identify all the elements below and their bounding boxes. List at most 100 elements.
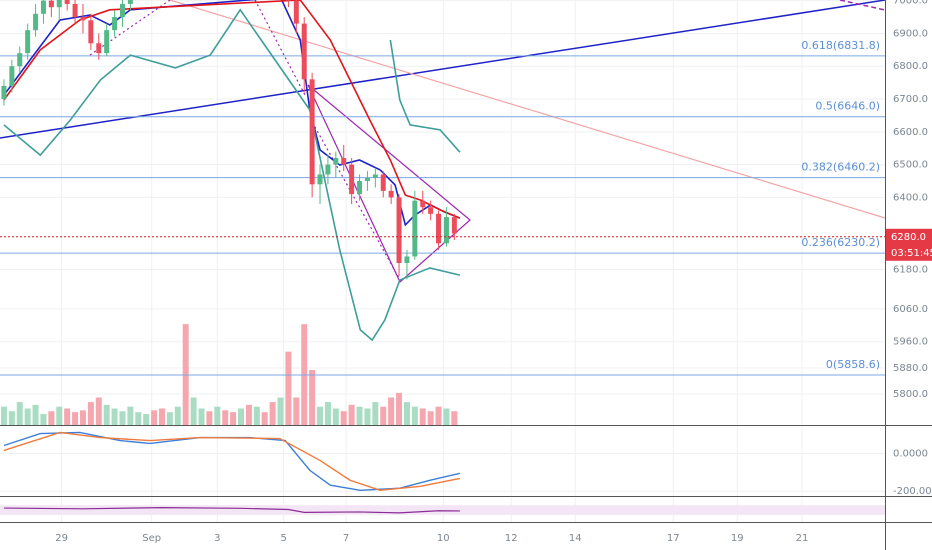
volume-bar: [174, 406, 181, 425]
candle-body: [104, 30, 110, 54]
candle-body: [325, 164, 331, 175]
volume-bar: [127, 406, 134, 425]
candle-body: [88, 20, 94, 44]
trend-line: [0, 0, 885, 139]
trend-line: [89, 0, 171, 56]
volume-bar: [24, 408, 31, 425]
volume-bar: [245, 404, 252, 425]
volume-bar: [48, 411, 55, 425]
candle-body: [412, 200, 418, 257]
volume-bar: [230, 412, 237, 425]
y-tick-label: 6400.0: [893, 192, 928, 203]
volume-bar: [72, 412, 79, 425]
fib-label: 0(5858.6): [826, 358, 880, 371]
macd-pane: [0, 431, 885, 492]
volume-bar: [0, 406, 7, 425]
candle-body: [341, 158, 347, 165]
volume-bar: [403, 402, 410, 425]
volume-bar: [388, 397, 395, 425]
x-tick-label: 7: [343, 533, 349, 544]
y-tick-label: 6700.0: [893, 94, 928, 105]
candle-body: [349, 164, 355, 195]
volume-bar: [443, 408, 450, 425]
volume-bar: [16, 402, 23, 425]
volume-bar: [214, 406, 221, 425]
candle-body: [388, 190, 394, 198]
candle-body: [451, 217, 457, 234]
volume-bar: [261, 412, 268, 425]
y-tick-label: 6180.0: [893, 265, 928, 276]
candle-body: [1, 85, 7, 100]
indicator-line: [3, 0, 461, 219]
candle-body: [9, 66, 15, 86]
indicator-line: [3, 506, 460, 514]
volume-bar: [190, 397, 197, 425]
volume-bar: [79, 410, 86, 425]
volume-bar: [372, 402, 379, 425]
volume-bar: [285, 351, 292, 425]
volume-bar: [95, 397, 102, 425]
indicator-line: [3, 431, 461, 491]
y-tick-label: 6900.0: [893, 28, 928, 39]
candle-body: [96, 43, 102, 54]
volume-bar: [396, 392, 403, 425]
x-tick-label: 29: [55, 533, 68, 544]
volume-bar: [332, 408, 339, 425]
volume-bar: [87, 402, 94, 425]
volume-bar: [206, 411, 213, 425]
rsi-band: [0, 505, 885, 515]
x-tick-label: 5: [280, 533, 286, 544]
y-tick-label: 5800.0: [893, 389, 928, 400]
volume-bar: [198, 408, 205, 425]
volume-bar: [293, 397, 300, 425]
candle-body: [112, 17, 118, 31]
volume-bar: [419, 408, 426, 425]
candle-body: [293, 0, 299, 24]
trend-line: [169, 0, 885, 219]
candle-body: [33, 13, 39, 31]
y-tick-label: 6800.0: [893, 61, 928, 72]
volume-bar: [277, 397, 284, 425]
volume-bar: [380, 406, 387, 425]
axes: 7000.0 6900.0 6800.0 6700.0 6600.0 6500.0 6400…: [55, 0, 932, 544]
candle-body: [380, 174, 386, 191]
volume-bar: [64, 408, 71, 425]
candle-body: [119, 3, 125, 18]
volume-bar: [324, 402, 331, 425]
volume-bar: [166, 412, 173, 425]
candle-body: [317, 174, 323, 185]
y-tick-label: 6500.0: [893, 160, 928, 171]
candle-body: [285, 0, 291, 1]
candle-body: [80, 17, 86, 21]
fib-label: 0.382(6460.2): [801, 161, 880, 174]
x-tick-label: 21: [796, 533, 809, 544]
y-tick-label: 0.0000: [893, 448, 928, 459]
candle-body: [436, 213, 442, 244]
volume-bar: [348, 404, 355, 425]
x-tick-label: 17: [667, 533, 680, 544]
candle-body: [364, 177, 370, 182]
candle-body: [420, 200, 426, 208]
volume-bar: [151, 410, 158, 425]
volume-bar: [143, 414, 150, 425]
volume-bar: [119, 411, 126, 425]
candle-body: [396, 197, 402, 264]
fib-label: 0.5(6646.0): [815, 100, 880, 113]
candle-body: [48, 0, 54, 8]
trend-line: [309, 117, 401, 281]
candle-body: [404, 256, 410, 264]
candle-body: [333, 158, 339, 165]
volume-bar: [340, 411, 347, 425]
y-tick-label: 6600.0: [893, 127, 928, 138]
candle-body: [17, 53, 23, 67]
volume-bar: [135, 412, 142, 425]
y-tick-label: 5880.0: [893, 363, 928, 374]
volume-bar: [427, 411, 434, 425]
fib-label: 0.236(6230.2): [801, 236, 880, 249]
candle-body: [64, 0, 70, 4]
x-tick-label: 19: [731, 533, 744, 544]
x-tick-label: Sep: [142, 533, 161, 544]
candle-body: [25, 30, 31, 54]
